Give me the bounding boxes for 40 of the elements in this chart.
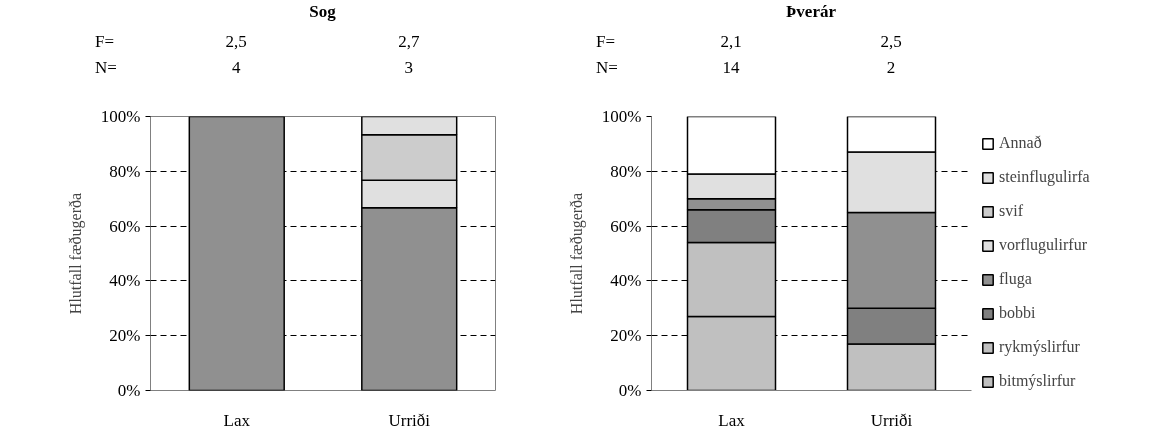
y-tick-label: 0% (117, 381, 141, 400)
text: 3 (404, 56, 414, 79)
x-tick-label: Urriði (870, 410, 913, 430)
y-tick-label: 20% (610, 326, 642, 346)
legend-label: steinflugulirfa (999, 168, 1090, 186)
y-tick-label: 100% (601, 107, 642, 126)
y-tick-label: 40% (109, 271, 141, 291)
text: 4 (231, 56, 241, 79)
text: N= (95, 56, 117, 79)
text: 2,7 (398, 30, 420, 53)
text: N= (596, 56, 618, 79)
x-tick-label: Urriði (388, 410, 431, 430)
legend-label: rykmýslirfur (999, 338, 1080, 356)
legend-label: bobbi (999, 304, 1036, 322)
text: 2,5 (880, 30, 902, 53)
y-tick-label: 100% (100, 107, 141, 126)
chart-title: Þverár (785, 0, 837, 23)
text: F= (596, 30, 616, 53)
y-tick-label: 60% (109, 216, 141, 236)
text: 2,1 (720, 30, 742, 53)
text: 2 (886, 56, 896, 79)
y-tick-label: 80% (109, 161, 141, 181)
y-tick-label: 20% (109, 326, 141, 346)
legend-label: svif (999, 202, 1023, 220)
x-tick-label: Lax (223, 410, 251, 430)
legend-label: Annað (999, 134, 1042, 152)
y-axis-title: Hlutfall fæðugerða (567, 192, 586, 315)
chart-title: Sog (309, 0, 336, 23)
legend-label: vorflugulirfur (999, 236, 1087, 254)
legend-label: bitmýslirfur (999, 372, 1076, 390)
y-tick-label: 40% (610, 271, 642, 291)
text: 14 (722, 56, 740, 79)
text: F= (95, 30, 115, 53)
y-tick-label: 80% (610, 161, 642, 181)
y-tick-label: 60% (610, 216, 642, 236)
x-tick-label: Lax (718, 410, 746, 430)
y-tick-label: 0% (618, 381, 642, 400)
legend-label: fluga (999, 270, 1032, 288)
text: 2,5 (225, 30, 247, 53)
y-axis-title: Hlutfall fæðugerða (66, 192, 85, 315)
